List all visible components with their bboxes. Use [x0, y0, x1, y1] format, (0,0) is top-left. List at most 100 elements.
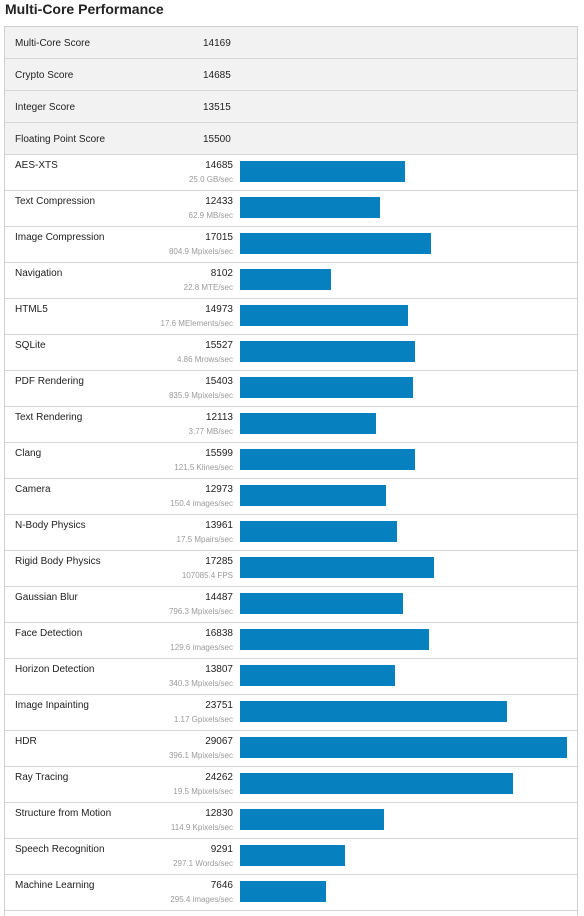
benchmark-score: 12433	[205, 196, 233, 207]
bar-ray-tracing	[240, 773, 513, 794]
benchmark-row-horizon-detection: Horizon Detection 13807 340.3 Mpixels/sec	[5, 659, 577, 695]
score-value: 13515	[203, 102, 231, 113]
score-row-integer-score: Integer Score 13515	[5, 91, 577, 123]
benchmark-row-face-detection: Face Detection 16838 129.6 images/sec	[5, 623, 577, 659]
benchmark-rate: 129.6 images/sec	[170, 643, 233, 652]
bar-horizon-detection	[240, 665, 395, 686]
benchmark-rate: 1.17 Gpixels/sec	[173, 715, 233, 724]
benchmark-name: Structure from Motion	[15, 808, 112, 819]
benchmark-name: Text Compression	[15, 196, 96, 207]
benchmark-name: Clang	[15, 448, 42, 459]
score-row-crypto-score: Crypto Score 14685	[5, 59, 577, 91]
benchmark-row-clang: Clang 15599 121.5 Klines/sec	[5, 443, 577, 479]
bar-sqlite	[240, 341, 415, 362]
score-label: Integer Score	[15, 102, 76, 113]
benchmark-rate: 17.6 MElements/sec	[160, 319, 233, 328]
bar-camera	[240, 485, 386, 506]
benchmark-score: 13961	[205, 520, 233, 531]
benchmark-name: Camera	[15, 484, 51, 495]
score-value: 14169	[203, 38, 231, 49]
bar-navigation	[240, 269, 331, 290]
benchmark-name: N-Body Physics	[15, 520, 86, 531]
benchmark-row-structure-from-motion: Structure from Motion 12830 114.9 Kpixels/…	[5, 803, 577, 839]
benchmark-rate: 4.86 Mrows/sec	[176, 355, 233, 364]
bar-gaussian-blur	[240, 593, 403, 614]
page-title: Multi-Core Performance	[5, 1, 164, 17]
benchmark-name: Speech Recognition	[15, 844, 105, 855]
benchmark-name: Ray Tracing	[15, 772, 69, 783]
bar-image-inpainting	[240, 701, 507, 722]
score-label: Crypto Score	[15, 70, 74, 81]
score-label: Multi-Core Score	[15, 38, 91, 49]
benchmark-name: PDF Rendering	[15, 376, 84, 387]
bar-aes-xts	[240, 161, 405, 182]
benchmark-score: 13807	[205, 664, 233, 675]
benchmark-score: 7646	[210, 880, 233, 891]
benchmark-row-aes-xts: AES-XTS 14685 25.0 GB/sec	[5, 155, 577, 191]
benchmark-row-hdr: HDR 29067 396.1 Mpixels/sec	[5, 731, 577, 767]
benchmark-name: Navigation	[15, 268, 63, 279]
score-row-multi-core-score: Multi-Core Score 14169	[5, 27, 577, 59]
benchmark-row-gaussian-blur: Gaussian Blur 14487 796.3 Mpixels/sec	[5, 587, 577, 623]
benchmark-score: 8102	[210, 268, 233, 279]
bar-text-rendering	[240, 413, 376, 434]
benchmark-name: HDR	[15, 736, 37, 747]
benchmark-score: 15599	[205, 448, 233, 459]
benchmark-score: 23751	[205, 700, 233, 711]
bar-image-compression	[240, 233, 431, 254]
benchmark-name: Image Compression	[15, 232, 105, 243]
benchmark-row-ray-tracing: Ray Tracing 24262 19.5 Mpixels/sec	[5, 767, 577, 803]
benchmark-row-rigid-body-physics: Rigid Body Physics 17285 107085.4 FPS	[5, 551, 577, 587]
benchmark-row-machine-learning: Machine Learning 7646 295.4 images/sec	[5, 875, 577, 911]
benchmark-row-camera: Camera 12973 150.4 images/sec	[5, 479, 577, 515]
bar-text-compression	[240, 197, 380, 218]
benchmark-name: Machine Learning	[15, 880, 95, 891]
benchmark-rate: 107085.4 FPS	[181, 571, 233, 580]
benchmark-score: 15403	[205, 376, 233, 387]
benchmark-score: 12830	[205, 808, 233, 819]
benchmark-name: Text Rendering	[15, 412, 83, 423]
benchmark-name: Rigid Body Physics	[15, 556, 101, 567]
benchmark-score: 24262	[205, 772, 233, 783]
benchmark-rate: 297.1 Words/sec	[173, 859, 233, 868]
benchmark-row-speech-recognition: Speech Recognition 9291 297.1 Words/sec	[5, 839, 577, 875]
bar-machine-learning	[240, 881, 326, 902]
bar-html5	[240, 305, 408, 326]
benchmark-rate: 295.4 images/sec	[170, 895, 233, 904]
benchmark-name: Face Detection	[15, 628, 83, 639]
benchmark-score: 12973	[205, 484, 233, 495]
score-row-floating-point-score: Floating Point Score 15500	[5, 123, 577, 155]
benchmark-rate: 150.4 images/sec	[170, 499, 233, 508]
benchmark-score: 29067	[205, 736, 233, 747]
benchmark-rate: 804.9 Mpixels/sec	[168, 247, 233, 256]
bar-structure-from-motion	[240, 809, 384, 830]
benchmark-rate: 3.77 MB/sec	[188, 427, 233, 436]
benchmark-name: HTML5	[15, 304, 48, 315]
benchmark-row-image-inpainting: Image Inpainting 23751 1.17 Gpixels/sec	[5, 695, 577, 731]
benchmark-name: Image Inpainting	[15, 700, 89, 711]
benchmark-score: 17285	[205, 556, 233, 567]
benchmark-rate: 121.5 Klines/sec	[174, 463, 233, 472]
benchmark-name: Horizon Detection	[15, 664, 95, 675]
benchmark-score: 14973	[205, 304, 233, 315]
score-value: 14685	[203, 70, 231, 81]
benchmark-score: 15527	[205, 340, 233, 351]
benchmark-rate: 22.8 MTE/sec	[183, 283, 233, 292]
benchmark-score: 14685	[205, 160, 233, 171]
bar-pdf-rendering	[240, 377, 413, 398]
bar-clang	[240, 449, 415, 470]
benchmark-rate: 114.9 Kpixels/sec	[170, 823, 233, 832]
benchmark-row-html5: HTML5 14973 17.6 MElements/sec	[5, 299, 577, 335]
benchmark-row-pdf-rendering: PDF Rendering 15403 835.9 Mpixels/sec	[5, 371, 577, 407]
score-label: Floating Point Score	[15, 134, 106, 145]
benchmark-rate: 396.1 Mpixels/sec	[168, 751, 233, 760]
bar-hdr	[240, 737, 567, 758]
bar-speech-recognition	[240, 845, 345, 866]
benchmark-name: AES-XTS	[15, 160, 58, 171]
benchmark-score: 16838	[205, 628, 233, 639]
bar-face-detection	[240, 629, 429, 650]
score-value: 15500	[203, 134, 231, 145]
benchmark-score: 14487	[205, 592, 233, 603]
benchmark-row-sqlite: SQLite 15527 4.86 Mrows/sec	[5, 335, 577, 371]
benchmark-rate: 340.3 Mpixels/sec	[168, 679, 233, 688]
